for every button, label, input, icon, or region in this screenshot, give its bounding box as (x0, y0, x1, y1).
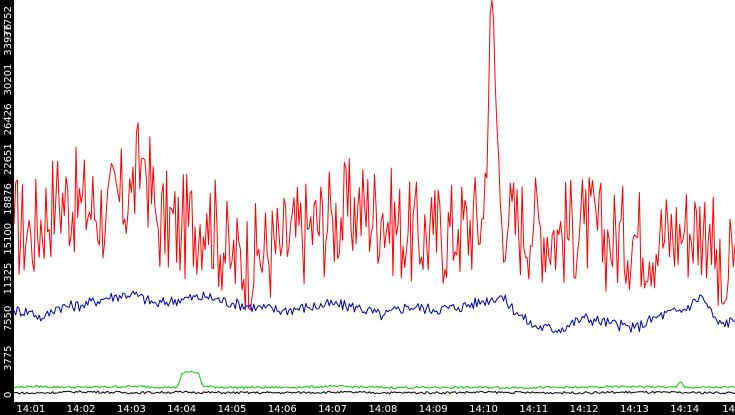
y-tick-label: 3775 (3, 345, 14, 370)
x-tick-label: 14:01 (16, 404, 45, 415)
x-tick-label: 14:06 (268, 404, 297, 415)
x-tick-label: 14:14 (670, 404, 699, 415)
series-1-line (13, 0, 735, 311)
x-tick-label: 14:05 (218, 404, 247, 415)
y-tick-label: 22651 (3, 143, 14, 175)
x-tick-label: 14:09 (419, 404, 448, 415)
series-4-line (13, 390, 735, 395)
y-tick-label: 11325 (3, 263, 14, 295)
y-tick-label: 37752 (3, 6, 14, 38)
x-tick-label: 14:04 (167, 404, 196, 415)
x-tick-label: 14:12 (570, 404, 599, 415)
y-tick-label: 30201 (3, 64, 14, 96)
x-tick-label: 14:02 (67, 404, 96, 415)
x-tick-label: 14:03 (117, 404, 146, 415)
x-axis-band (0, 402, 735, 415)
y-tick-label: 7550 (3, 306, 14, 331)
y-axis-ticks: 0 3775 7550 11325 15100 18876 22651 26426 30201 3… (3, 6, 14, 398)
x-tick-label: 14 (722, 404, 735, 415)
x-tick-label: 14:13 (620, 404, 649, 415)
y-tick-label: 0 (3, 392, 14, 398)
y-tick-label: 33976 (3, 24, 14, 56)
series-2-line (13, 290, 735, 334)
x-tick-label: 14:07 (318, 404, 347, 415)
y-tick-label: 26426 (3, 103, 14, 135)
x-tick-label: 14:08 (368, 404, 397, 415)
x-tick-label: 14:10 (469, 404, 498, 415)
x-axis-ticks: 14:01 14:02 14:03 14:04 14:05 14:06 14:07 14:08… (16, 404, 735, 415)
series-3-line (13, 370, 735, 390)
x-tick-label: 14:11 (519, 404, 548, 415)
y-tick-label: 18876 (3, 183, 14, 215)
series-layer (13, 0, 735, 395)
y-axis-band (0, 0, 14, 415)
y-tick-label: 15100 (3, 223, 14, 255)
